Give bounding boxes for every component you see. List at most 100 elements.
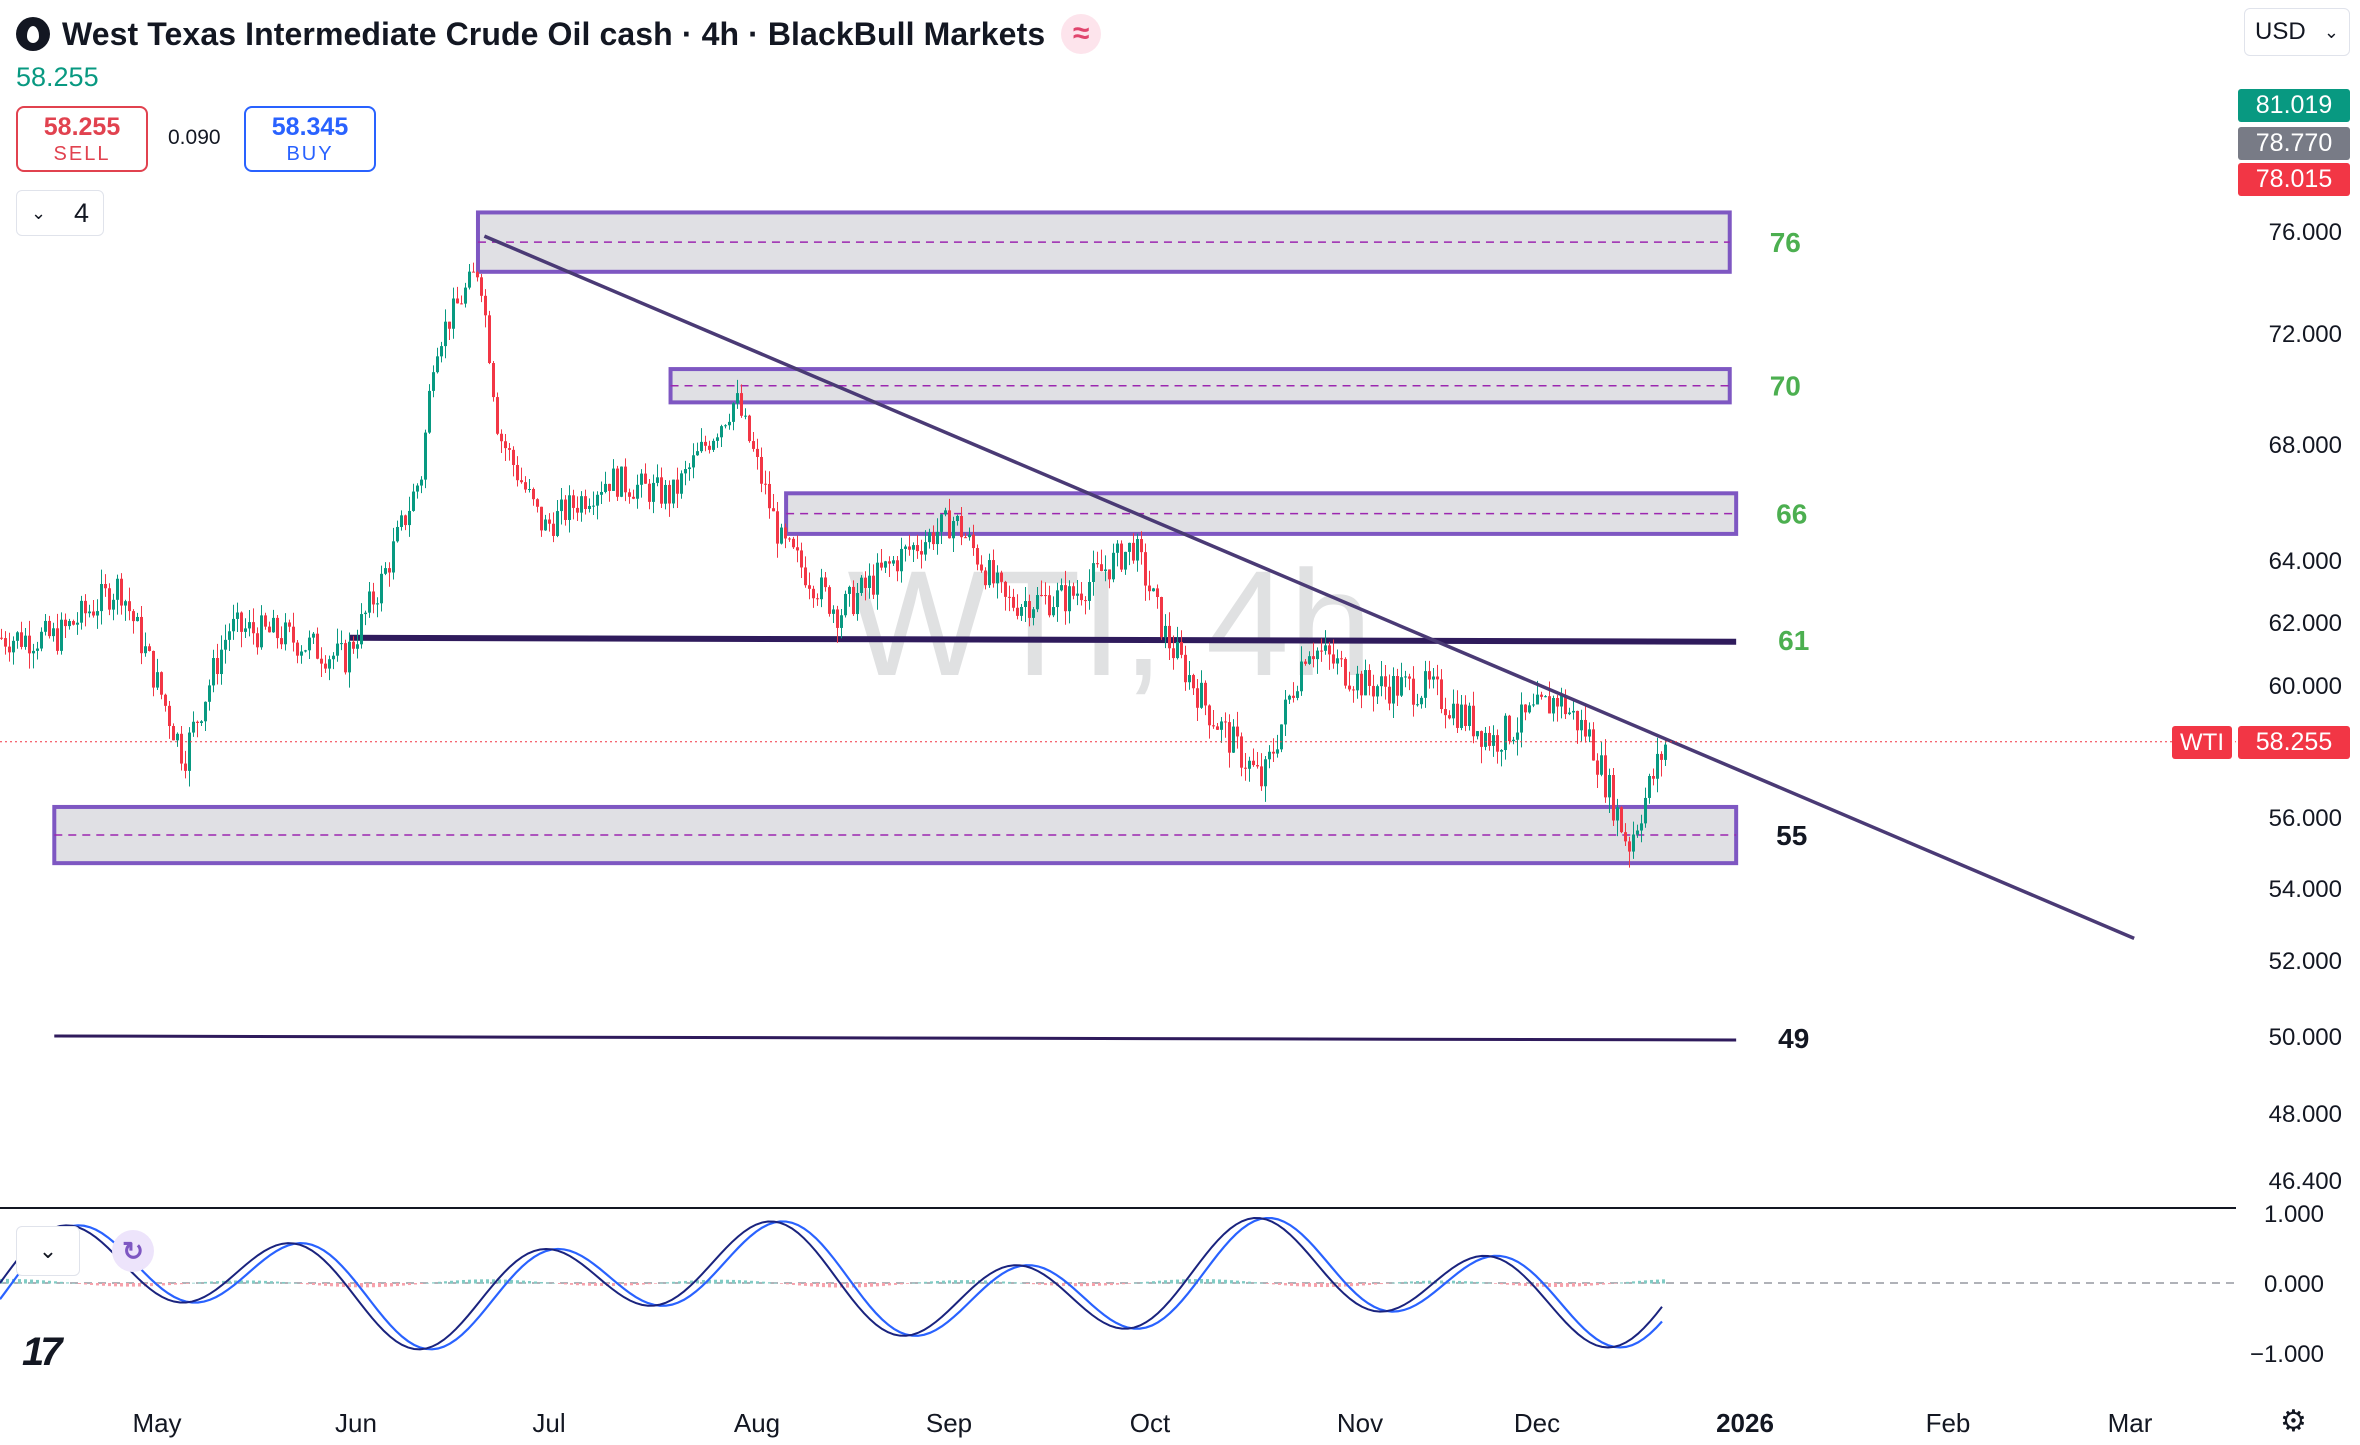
candle-body bbox=[672, 479, 675, 504]
candle-body bbox=[1060, 585, 1063, 591]
indicator-histogram-bar bbox=[1350, 1283, 1353, 1287]
oil-drop-icon bbox=[16, 17, 50, 51]
indicator-histogram-bar bbox=[1428, 1280, 1431, 1284]
x-tick-label: Jul bbox=[532, 1408, 565, 1438]
indicator-histogram-bar bbox=[366, 1283, 369, 1288]
candle-body bbox=[980, 564, 983, 571]
zone-label-70: 70 bbox=[1770, 371, 1801, 402]
candle-body bbox=[860, 577, 863, 593]
indicator-histogram-bar bbox=[1290, 1283, 1293, 1286]
indicator-histogram-bar bbox=[810, 1283, 813, 1287]
candle-body bbox=[1452, 703, 1455, 719]
sync-icon[interactable]: ↻ bbox=[112, 1230, 154, 1272]
indicator-histogram-bar bbox=[1200, 1279, 1203, 1284]
currency-label: USD bbox=[2255, 18, 2306, 45]
candle-body bbox=[1472, 705, 1475, 737]
indicator-histogram-bar bbox=[198, 1282, 201, 1284]
indicator-histogram-bar bbox=[1152, 1281, 1155, 1284]
indicator-histogram-bar bbox=[906, 1283, 909, 1284]
candle-body bbox=[1400, 677, 1403, 696]
indicator-histogram-bar bbox=[426, 1282, 429, 1284]
candle-body bbox=[1348, 685, 1351, 690]
candle-body bbox=[560, 499, 563, 512]
candle-body bbox=[480, 277, 483, 296]
wave-icon[interactable]: ≈ bbox=[1061, 14, 1102, 54]
indicator-histogram-bar bbox=[54, 1281, 57, 1284]
candle-body bbox=[96, 611, 99, 616]
indicator-histogram-bar bbox=[408, 1283, 411, 1286]
indicator-pane-collapse[interactable]: ⌄ bbox=[16, 1226, 80, 1276]
candle-body bbox=[128, 601, 131, 612]
candle-body bbox=[32, 650, 35, 654]
indicator-histogram-bar bbox=[1572, 1283, 1575, 1287]
candle-body bbox=[592, 505, 595, 507]
candle-body bbox=[624, 466, 627, 493]
candle-body bbox=[748, 415, 751, 442]
indicator-histogram-bar bbox=[1368, 1283, 1371, 1286]
tradingview-logo[interactable]: 17 bbox=[22, 1330, 62, 1374]
candle-body bbox=[272, 617, 275, 633]
candle-body bbox=[1016, 607, 1019, 616]
candle-body bbox=[288, 622, 291, 627]
indicator-histogram-bar bbox=[18, 1279, 21, 1284]
x-tick-label: Mar bbox=[2108, 1408, 2153, 1438]
candle-body bbox=[708, 445, 711, 450]
indicator-histogram-bar bbox=[150, 1283, 153, 1287]
candle-body bbox=[1560, 694, 1563, 707]
indicator-histogram-bar bbox=[1410, 1281, 1413, 1284]
candle-body bbox=[996, 572, 999, 584]
candle-body bbox=[876, 562, 879, 595]
candle-body bbox=[88, 611, 91, 614]
candle-body bbox=[64, 619, 67, 627]
indicator-histogram-bar bbox=[858, 1283, 861, 1288]
indicator-histogram-bar bbox=[504, 1279, 507, 1284]
candle-body bbox=[788, 538, 791, 540]
candle-body bbox=[428, 390, 431, 433]
candle-body bbox=[1260, 766, 1263, 787]
indicator-histogram-bar bbox=[1548, 1283, 1551, 1287]
indicator-histogram-bar bbox=[204, 1281, 207, 1284]
candle-body bbox=[868, 575, 871, 589]
candle-body bbox=[1100, 564, 1103, 572]
indicator-histogram-bar bbox=[816, 1283, 819, 1287]
currency-select[interactable]: USD ⌄ bbox=[2244, 8, 2350, 56]
candle-body bbox=[1468, 705, 1471, 726]
candle-body bbox=[1156, 588, 1159, 598]
indicator-histogram-bar bbox=[240, 1280, 243, 1284]
candle-body bbox=[232, 618, 235, 632]
candle-body bbox=[228, 631, 231, 640]
candle-body bbox=[1336, 658, 1339, 664]
indicator-histogram-bar bbox=[732, 1279, 735, 1284]
candle-body bbox=[688, 467, 691, 470]
x-tick-label: Feb bbox=[1926, 1408, 1971, 1438]
candle-body bbox=[1220, 721, 1223, 730]
y-tick-label: 60.000 bbox=[2269, 673, 2342, 700]
sell-button[interactable]: 58.255 SELL bbox=[16, 106, 148, 172]
candle-body bbox=[108, 588, 111, 610]
indicator-histogram-bar bbox=[882, 1283, 885, 1286]
indicator-histogram-bar bbox=[552, 1282, 555, 1284]
candle-body bbox=[1508, 715, 1511, 742]
candle-body bbox=[1388, 686, 1391, 704]
indicator-histogram-bar bbox=[348, 1283, 351, 1288]
indicator-histogram-bar bbox=[294, 1282, 297, 1284]
indicator-histogram-bar bbox=[516, 1280, 519, 1284]
indicator-histogram-bar bbox=[312, 1283, 315, 1285]
indicator-histogram-bar bbox=[1296, 1283, 1299, 1287]
candle-body bbox=[1136, 539, 1139, 561]
candle-body bbox=[632, 496, 635, 499]
candle-body bbox=[376, 603, 379, 605]
candle-body bbox=[1600, 755, 1603, 775]
candle-body bbox=[48, 620, 51, 637]
settings-icon[interactable]: ⚙ bbox=[2280, 1405, 2307, 1438]
candle-body bbox=[528, 489, 531, 491]
buy-button[interactable]: 58.345 BUY bbox=[244, 106, 376, 172]
candle-body bbox=[976, 548, 979, 565]
indicator-histogram-bar bbox=[1236, 1280, 1239, 1284]
candle-body bbox=[160, 672, 163, 695]
candle-body bbox=[1116, 543, 1119, 553]
indicator-histogram-bar bbox=[1062, 1283, 1065, 1286]
indicator-histogram-bar bbox=[1470, 1281, 1473, 1284]
indicator-collapse-button[interactable]: ⌄ 4 bbox=[16, 190, 104, 236]
